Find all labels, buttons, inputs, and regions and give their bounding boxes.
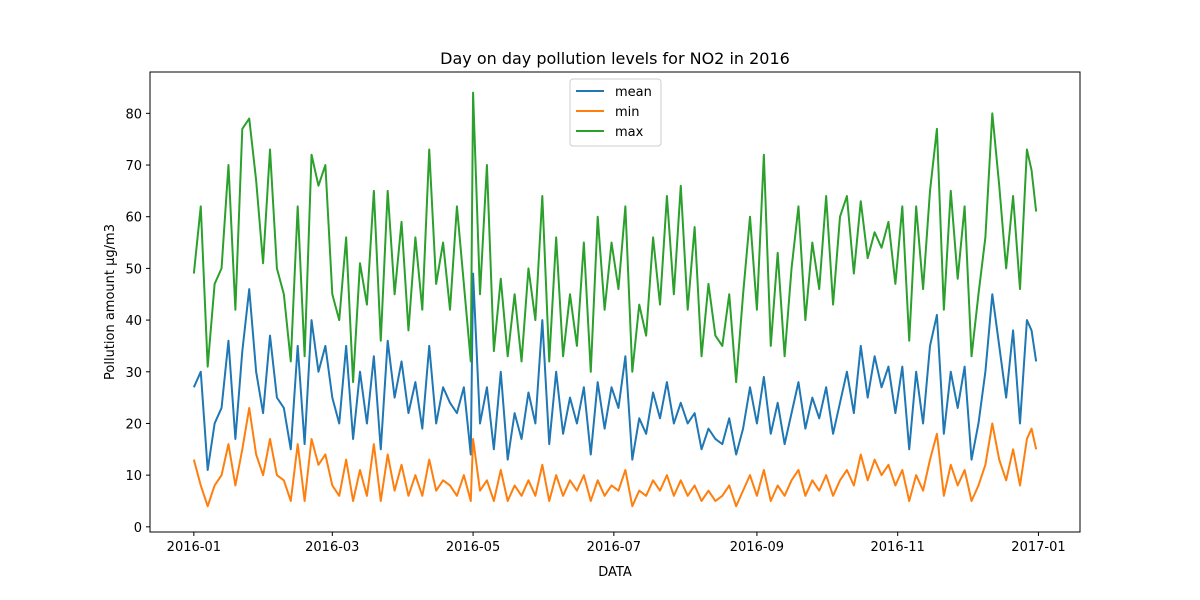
y-tick-label: 80 [125, 107, 142, 122]
series-line-mean [192, 272, 1038, 471]
y-tick-label: 60 [125, 211, 142, 226]
y-tick-label: 0 [134, 521, 142, 536]
x-tick-label: 2016-05 [446, 540, 500, 555]
plot-frame [149, 71, 1081, 533]
x-tick-label: 2016-01 [167, 540, 221, 555]
x-tick-label: 2016-11 [871, 540, 925, 555]
y-tick-label: 10 [125, 469, 142, 484]
x-tick-label: 2016-07 [587, 540, 641, 555]
y-tick-label: 70 [125, 159, 142, 174]
legend-label-max: max [615, 125, 644, 140]
series-line-max [192, 91, 1038, 384]
y-tick-label: 20 [125, 417, 142, 432]
legend-box [569, 78, 662, 147]
x-tick-label: 2016-09 [730, 540, 784, 555]
y-axis-label: Pollution amount µg/m3 [103, 224, 118, 380]
legend-label-mean: mean [615, 85, 652, 100]
legend-label-min: min [615, 105, 640, 120]
chart-title: Day on day pollution levels for NO2 in 2… [440, 49, 790, 68]
x-axis: 2016-01 2016-03 2016-05 2016-07 2016-09 2016-… [167, 532, 1066, 555]
x-tick-label: 2017-01 [1011, 540, 1065, 555]
x-axis-label: DATA [598, 565, 632, 580]
y-tick-label: 30 [125, 366, 142, 381]
y-tick-label: 40 [125, 314, 142, 329]
series-layer [192, 91, 1038, 508]
x-tick-label: 2016-03 [305, 540, 359, 555]
series-line-min [192, 406, 1038, 508]
y-tick-label: 50 [125, 262, 142, 277]
legend: mean min max [569, 78, 662, 147]
y-axis: 0 10 20 30 40 50 60 70 80 [125, 107, 150, 536]
